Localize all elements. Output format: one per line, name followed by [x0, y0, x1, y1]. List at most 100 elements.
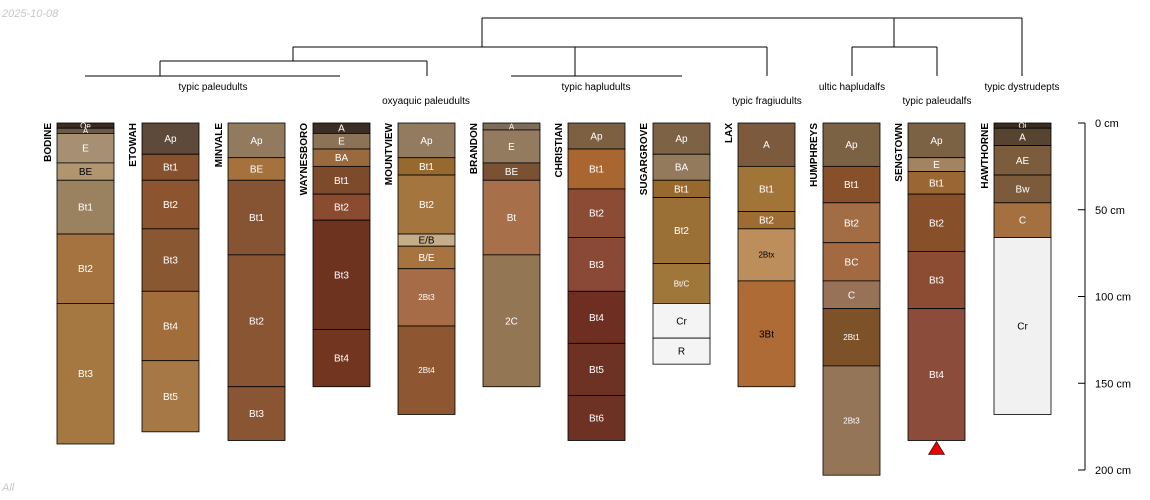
horizon-block	[737, 165, 796, 212]
horizon-block	[822, 365, 881, 476]
horizon-label: Bt3	[334, 270, 349, 281]
horizon-label: BA	[335, 153, 349, 164]
horizon-block	[141, 360, 200, 433]
horizon-label: A	[83, 127, 89, 136]
horizon-label: Bt2	[759, 216, 774, 227]
horizon-label: 2Bt4	[418, 366, 435, 375]
horizon-label: AE	[1016, 156, 1030, 167]
horizon-label: Bt2	[249, 316, 264, 327]
horizon-label: Bt1	[419, 162, 434, 173]
horizon-label: BE	[250, 164, 264, 175]
horizon-label: Bt1	[249, 213, 264, 224]
horizon-label: BA	[675, 163, 689, 174]
horizon-block	[141, 179, 200, 230]
horizon-block	[737, 122, 796, 167]
horizon-block	[737, 280, 796, 388]
horizon-label: C	[848, 290, 855, 301]
horizon-block	[822, 122, 881, 167]
profile-name: SENGTOWN	[894, 123, 905, 182]
group-label: ultic hapludalfs	[819, 82, 885, 93]
horizon-label: A	[338, 124, 345, 135]
horizon-label: E	[82, 144, 89, 155]
horizon-label: Ap	[845, 140, 858, 151]
horizon-label: Bt3	[929, 276, 944, 287]
footer-label: All	[2, 482, 15, 494]
horizon-block	[567, 394, 626, 441]
horizon-label: R	[678, 347, 685, 358]
horizon-block	[56, 303, 115, 445]
horizon-label: Bt1	[759, 184, 774, 195]
profile-name: BODINE	[43, 123, 54, 162]
horizon-label: C	[1019, 216, 1026, 227]
horizon-block	[652, 337, 711, 365]
horizon-block	[227, 179, 286, 256]
horizon-label: Bt1	[163, 163, 178, 174]
profile-sengtown: SENGTOWN Ap E Bt1 Bt2 Bt3 Bt4	[894, 122, 966, 455]
horizon-label: Bt1	[844, 180, 859, 191]
axis-tick-label: 150 cm	[1095, 378, 1131, 390]
horizon-block	[907, 308, 966, 441]
profile-name: HUMPHREYS	[809, 123, 820, 187]
horizon-label: Bt1	[78, 203, 93, 214]
horizon-block	[312, 193, 371, 221]
profile-name: MOUNTVIEW	[384, 122, 395, 185]
horizon-label: Bt2	[844, 218, 859, 229]
horizon-label: Bt5	[589, 365, 604, 376]
horizon-block	[822, 242, 881, 282]
horizon-label: Bt2	[419, 200, 434, 211]
horizon-label: B/E	[418, 253, 434, 264]
horizon-label: E	[508, 142, 515, 153]
horizon-label: E	[338, 137, 345, 148]
horizon-label: 3Bt	[759, 329, 774, 340]
horizon-label: Bt4	[334, 354, 349, 365]
profile-name: CHRISTIAN	[554, 123, 565, 177]
group-label: typic paleudults	[179, 82, 248, 93]
horizon-label: BE	[505, 167, 519, 178]
horizon-block	[312, 329, 371, 388]
horizon-label: Ap	[930, 136, 943, 147]
horizon-label: Bt5	[163, 392, 178, 403]
group-label: typic dystrudepts	[984, 82, 1059, 93]
horizon-block	[652, 122, 711, 155]
horizon-block	[652, 153, 711, 181]
horizon-label: A	[763, 140, 770, 151]
profile-name: SUGARGROVE	[639, 123, 650, 196]
horizon-label: Ap	[590, 132, 603, 143]
horizon-block	[397, 174, 456, 235]
horizon-block	[56, 133, 115, 164]
horizon-block	[993, 202, 1052, 238]
horizon-label: Ap	[675, 134, 688, 145]
horizon-block	[227, 386, 286, 441]
horizon-label: BC	[845, 257, 859, 268]
horizon-block	[567, 237, 626, 292]
horizon-label: Bt2	[163, 200, 178, 211]
profile-etowah: ETOWAH Ap Bt1 Bt2 Bt3 Bt4 Bt5	[128, 122, 200, 433]
profile-name: MINVALE	[214, 123, 225, 168]
horizon-label: Oe	[80, 121, 91, 130]
group-label: typic paleudalfs	[903, 96, 972, 107]
profile-name: HAWTHORNE	[980, 123, 991, 189]
horizon-label: Bt2	[929, 218, 944, 229]
horizon-block	[227, 122, 286, 159]
horizon-block	[397, 268, 456, 327]
horizon-block	[567, 122, 626, 150]
horizon-label: Oi	[1019, 121, 1027, 130]
horizon-label: Bt1	[674, 184, 689, 195]
profile-humphreys: HUMPHREYS Ap Bt1 Bt2 BC C 2Bt1 2Bt3	[809, 122, 881, 476]
horizon-block	[482, 254, 541, 388]
horizon-block	[993, 237, 1052, 415]
horizon-label: Bt2	[674, 226, 689, 237]
horizon-block	[141, 228, 200, 292]
horizon-label: Bt3	[78, 369, 93, 380]
horizon-block	[822, 308, 881, 367]
horizon-block	[907, 122, 966, 159]
profile-name: BRANDON	[469, 123, 480, 174]
horizon-label: 2Bt3	[843, 416, 860, 425]
horizon-label: Bt/C	[674, 279, 690, 288]
horizon-label: Ap	[420, 136, 433, 147]
horizon-block	[652, 197, 711, 264]
horizon-label: Bt4	[929, 370, 944, 381]
group-label: typic hapludults	[562, 82, 631, 93]
horizon-block	[56, 233, 115, 304]
